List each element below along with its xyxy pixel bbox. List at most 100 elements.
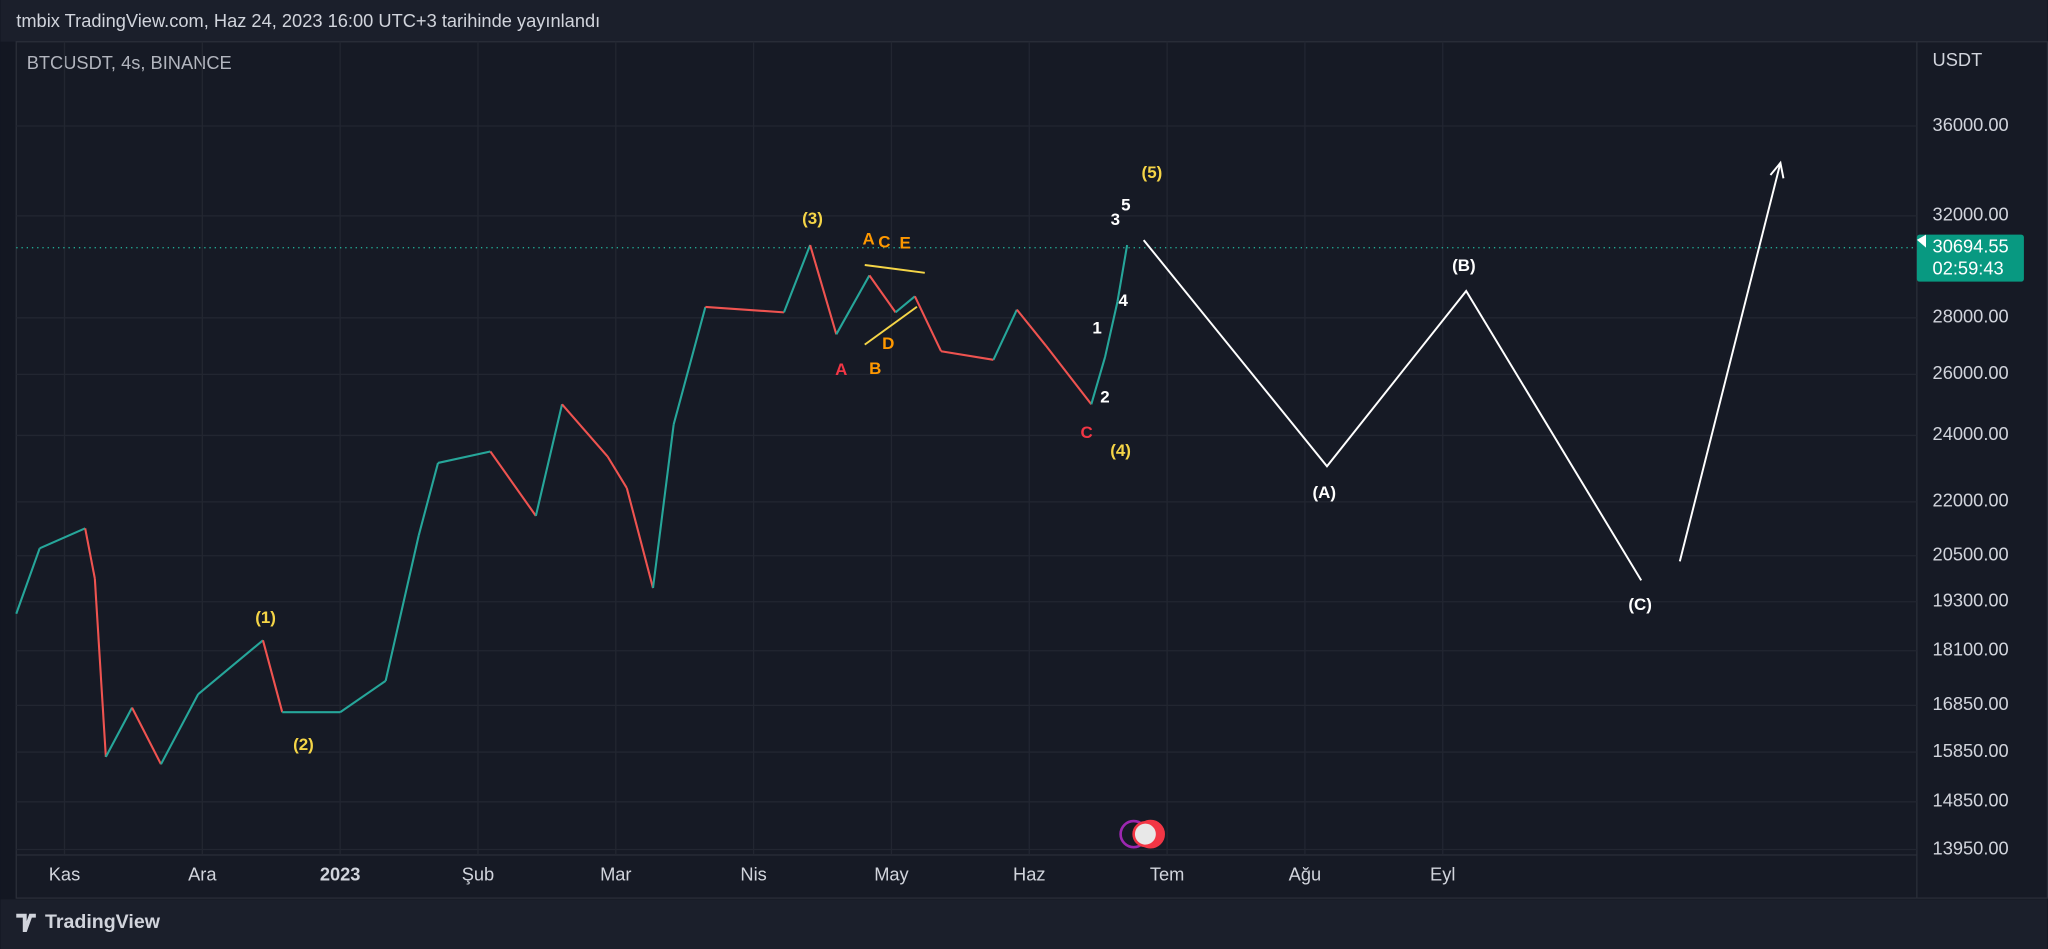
wave-label: C	[878, 232, 890, 251]
price-segment	[672, 306, 707, 425]
trendline	[864, 264, 925, 274]
price-segment	[940, 350, 994, 361]
projection-line	[1678, 162, 1782, 562]
wave-label: B	[869, 359, 881, 378]
wave-label: 4	[1118, 291, 1128, 310]
price-segment	[1044, 344, 1093, 405]
price-segment	[606, 455, 628, 489]
wave-label: C	[1081, 423, 1093, 442]
price-segment	[104, 707, 133, 758]
price-segment	[84, 528, 96, 579]
last-price-label: 30694.55	[1933, 235, 2009, 256]
projection-line	[1142, 239, 1643, 581]
price-segment	[913, 295, 943, 352]
price-segment	[894, 295, 916, 314]
wave-label: (3)	[802, 209, 823, 228]
price-segment	[197, 639, 264, 695]
price-segment	[261, 640, 284, 713]
x-tick-label: Şub	[462, 864, 494, 885]
wave-label: A	[835, 360, 847, 379]
x-tick-label: Nis	[740, 864, 766, 885]
price-segment	[339, 680, 387, 714]
marks	[15, 160, 1917, 765]
price-segment	[417, 462, 440, 536]
wave-label: 1	[1092, 318, 1101, 337]
x-tick-label: Haz	[1013, 864, 1045, 885]
symbol: BTCUSDT, 4s, BINANCE	[27, 52, 232, 73]
y-tick-label: 32000.00	[1933, 204, 2009, 225]
price-segment	[835, 274, 871, 335]
price-segment	[534, 404, 564, 517]
wave-label: 3	[1111, 210, 1120, 229]
y-tick-label: 19300.00	[1933, 590, 2009, 611]
last-price-box	[1916, 234, 2024, 282]
arrow-head	[1769, 160, 1785, 179]
x-tick-label: Kas	[49, 864, 80, 885]
price-segment	[1090, 356, 1107, 405]
wave-label: E	[900, 234, 911, 253]
price-segment	[93, 578, 107, 757]
event-icon[interactable]	[1132, 821, 1159, 848]
y-tick-label: 36000.00	[1933, 114, 2009, 135]
price-segment	[131, 707, 162, 765]
wave-label: (1)	[255, 608, 276, 627]
wave-label: (5)	[1142, 163, 1163, 182]
y-tick-label: 14850.00	[1933, 790, 2009, 811]
price-segment	[705, 305, 785, 314]
trendline	[864, 305, 918, 346]
axis-unit: USDT	[1933, 49, 1983, 70]
wave-label: (B)	[1452, 256, 1476, 275]
footer-logo	[16, 913, 36, 933]
chart-panel	[15, 41, 2048, 899]
x-tick-label: 2023	[320, 864, 361, 885]
wave-label: (2)	[293, 735, 314, 754]
price-segment	[437, 450, 491, 464]
grid	[16, 41, 1917, 856]
y-tick-label: 15850.00	[1933, 740, 2009, 761]
price-segment	[15, 547, 41, 615]
price-segment	[868, 274, 897, 313]
y-tick-label: 26000.00	[1933, 362, 2009, 383]
wave-label: A	[863, 230, 875, 249]
price-segment	[39, 527, 86, 550]
price-segment	[625, 487, 655, 589]
publisher: tmbix TradingView.com, Haz 24, 2023 16:0…	[16, 10, 600, 31]
price-segment	[992, 309, 1018, 361]
wave-label: (A)	[1312, 483, 1336, 502]
countdown: 02:59:43	[1933, 258, 2004, 279]
x-tick-label: May	[874, 864, 909, 885]
price-segment	[651, 424, 675, 589]
last-price-pointer	[1916, 234, 1927, 248]
y-tick-label: 28000.00	[1933, 306, 2009, 327]
x-tick-label: Tem	[1150, 864, 1185, 885]
y-tick-label: 16850.00	[1933, 693, 2009, 714]
header-bar	[0, 0, 2048, 42]
x-tick-label: Ara	[188, 864, 217, 885]
wave-label: 2	[1100, 388, 1109, 407]
price-segment	[782, 244, 812, 313]
x-tick-label: Eyl	[1430, 864, 1455, 885]
y-tick-label: 24000.00	[1933, 423, 2009, 444]
wave-label: 5	[1121, 196, 1130, 215]
footer-bar	[0, 899, 2048, 949]
event-icons	[1119, 819, 1165, 849]
price-segment	[809, 244, 838, 335]
x-tick-label: Ağu	[1289, 864, 1322, 885]
y-tick-label: 18100.00	[1933, 639, 2009, 660]
y-tick-label: 20500.00	[1933, 544, 2009, 565]
price-segment	[1116, 244, 1129, 302]
wave-label: D	[882, 334, 894, 353]
y-tick-label: 22000.00	[1933, 490, 2009, 511]
wave-label: (C)	[1628, 595, 1652, 614]
logo-icon	[16, 913, 36, 933]
brand: TradingView	[45, 911, 161, 933]
x-tick-label: Mar	[600, 864, 631, 885]
price-segment	[384, 535, 420, 682]
price-segment	[1016, 308, 1047, 347]
price-segment	[160, 693, 200, 765]
y-tick-label: 13950.00	[1933, 837, 2009, 858]
price-segment	[1104, 301, 1119, 358]
wave-label: (4)	[1110, 441, 1131, 460]
